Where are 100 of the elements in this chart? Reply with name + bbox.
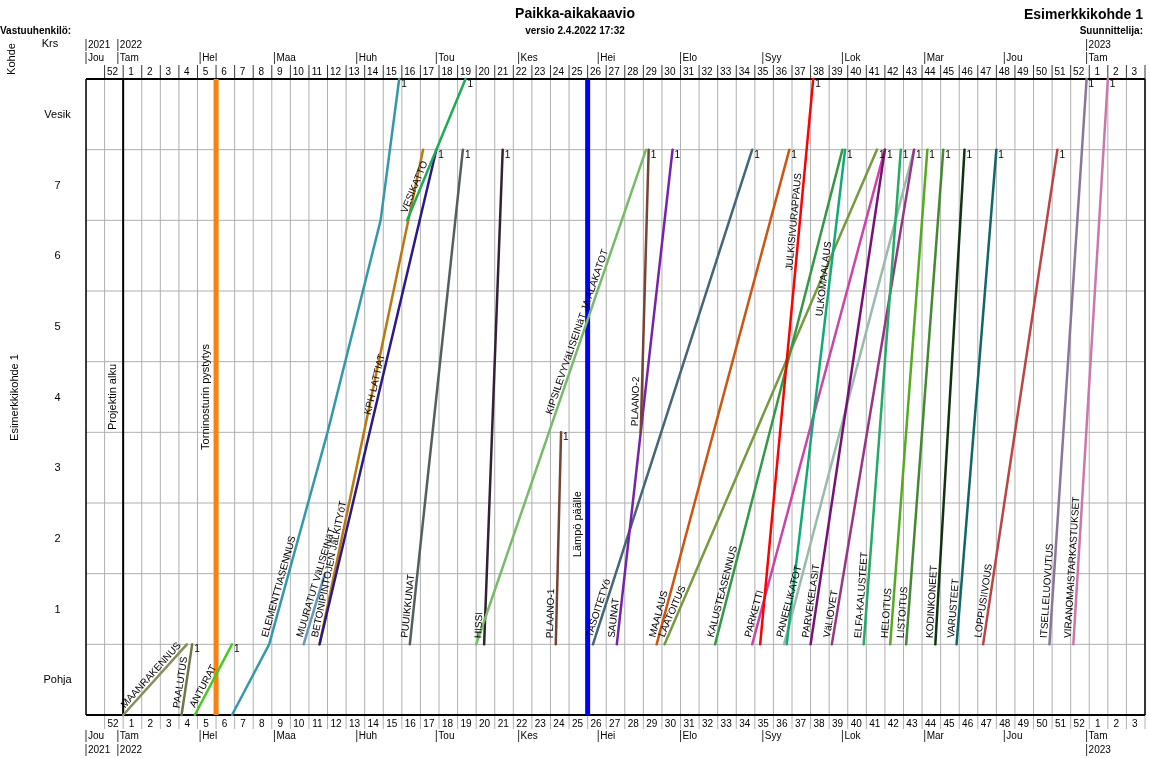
x2-tick-label: 9: [277, 717, 284, 729]
text: Tam: [119, 730, 139, 741]
text: KPH LATTIAT: [361, 352, 387, 416]
text: Huh: [358, 52, 378, 63]
x2-tick-label: 32: [702, 717, 714, 729]
x2-tick-label: 49: [1017, 717, 1030, 729]
text: VARUSTEET: [945, 578, 961, 639]
x-tick-label: 37: [794, 66, 806, 77]
text: KODINKONEET: [923, 564, 939, 639]
x-tick-label: 52: [106, 66, 119, 77]
annotation: 1: [878, 148, 885, 160]
annotation: 1: [902, 148, 909, 160]
annotation: 1: [194, 643, 201, 655]
text: ULKOMAALAUS: [813, 240, 834, 317]
x2-tick-label: 44: [924, 717, 937, 729]
y-axis-title: Esimerkkikohde 1: [7, 354, 20, 441]
x-tick-label: 13: [348, 66, 361, 77]
x-tick-label: 17: [422, 66, 435, 77]
x-tick-label: 29: [645, 66, 658, 77]
x2-tick-label: 37: [794, 717, 807, 729]
x2-tick-label: 29: [646, 717, 658, 729]
text: 2022: [119, 744, 143, 755]
x-tick-label: 1: [1094, 66, 1101, 77]
x2-tick-label: 3: [1132, 717, 1139, 729]
text: Kohde: [5, 43, 17, 75]
x2-tick-label: 2: [147, 717, 154, 729]
x2-tick-label: 42: [887, 717, 900, 729]
text: Maa: [276, 52, 296, 63]
text: Hei: [600, 52, 616, 63]
x2-tick-label: 46: [962, 717, 974, 729]
x2-tick-label: 13: [349, 717, 361, 729]
x2-tick-label: 12: [330, 717, 342, 729]
text: HISSI: [472, 611, 485, 639]
x-tick-label: 47: [980, 66, 992, 77]
x-tick-label: 27: [608, 66, 621, 77]
text: VäLIOVET: [820, 589, 840, 639]
x-tick-label: 16: [404, 66, 416, 77]
text: Kes: [520, 730, 538, 741]
x2-tick-label: 5: [203, 717, 210, 729]
text: Tam: [119, 52, 139, 63]
text: PLAANO-1: [543, 588, 557, 639]
text: LISTOITUS: [894, 585, 910, 639]
ref-line-label: Projektin alku: [106, 363, 119, 431]
x-tick-label: 3: [1131, 66, 1138, 77]
text: ITSELLELUOVUTUS: [1037, 542, 1056, 639]
x-tick-label: 3: [165, 66, 172, 77]
text: Tou: [438, 52, 455, 63]
x2-tick-label: 7: [240, 717, 247, 729]
annotation: 1: [754, 148, 761, 160]
x-tick-label: 14: [367, 66, 379, 77]
x2-tick-label: 45: [943, 717, 956, 729]
y-tick-label: 4: [54, 390, 61, 403]
x2-tick-label: 3: [166, 717, 172, 729]
x2-tick-label: 20: [479, 717, 491, 729]
x2-tick-label: 50: [1036, 717, 1048, 729]
x2-tick-label: 19: [460, 717, 473, 729]
x-tick-label: 20: [478, 66, 491, 77]
x2-tick-label: 48: [999, 717, 1011, 729]
text: VIRANOMAISTARKASTUKSET: [1061, 496, 1082, 639]
text: Mar: [926, 52, 944, 63]
x-tick-label: 18: [441, 66, 453, 77]
x2-tick-label: 51: [1055, 717, 1067, 729]
x2-tick-label: 38: [813, 717, 826, 729]
x-tick-label: 46: [961, 66, 974, 77]
x-tick-label: 25: [571, 66, 584, 77]
annotation: 1: [464, 148, 471, 160]
y-tick-label: 1: [54, 602, 61, 615]
x-tick-label: 12: [329, 66, 342, 77]
x2-tick-label: 34: [739, 717, 751, 729]
annotation: 1: [945, 148, 952, 160]
annotation: 1: [674, 148, 681, 160]
x-tick-label: 28: [627, 66, 639, 77]
x-tick-label: 39: [831, 66, 844, 77]
x2-tick-label: 47: [980, 717, 993, 729]
x2-tick-label: 1: [128, 717, 135, 729]
text: Mar: [926, 730, 945, 741]
x-tick-label: 4: [184, 66, 191, 77]
annotation: 1: [504, 148, 511, 160]
x-tick-label: 30: [664, 66, 676, 77]
x2-tick-label: 43: [906, 717, 918, 729]
text: PLAANO-2: [628, 376, 642, 427]
x2-tick-label: 18: [441, 717, 454, 729]
text: Hel: [202, 730, 218, 741]
x2-tick-label: 22: [516, 717, 528, 729]
x-tick-label: 8: [258, 66, 265, 77]
text: Tou: [438, 730, 455, 741]
annotation: 1: [929, 148, 936, 160]
text: Hei: [600, 730, 616, 741]
text: Tam: [1088, 730, 1108, 741]
text: Esimerkkikohde 1: [1023, 6, 1144, 22]
x-tick-label: 7: [239, 66, 246, 77]
x-tick-label: 31: [682, 66, 695, 77]
x2-tick-label: 33: [720, 717, 733, 729]
x-tick-label: 19: [459, 66, 472, 77]
text: Jou: [88, 52, 105, 63]
text: 2021: [88, 744, 111, 755]
x-tick-label: 44: [924, 66, 937, 77]
x-tick-label: 52: [1073, 66, 1085, 77]
x-tick-label: 21: [497, 66, 509, 77]
x2-tick-label: 23: [534, 717, 547, 729]
